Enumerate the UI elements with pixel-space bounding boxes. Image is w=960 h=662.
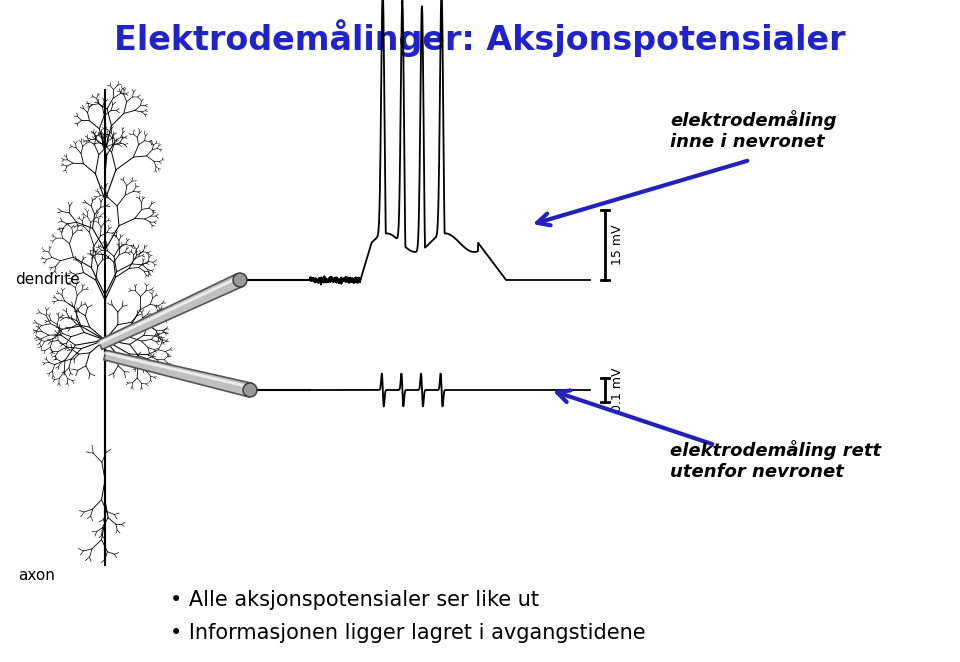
Text: Elektrodemålinger: Aksjonspotensialer: Elektrodemålinger: Aksjonspotensialer	[114, 19, 846, 57]
Text: dendrite: dendrite	[15, 273, 80, 287]
Text: • Alle aksjonspotensialer ser like ut: • Alle aksjonspotensialer ser like ut	[170, 590, 539, 610]
Text: 15 mV: 15 mV	[611, 225, 624, 265]
Text: elektrodemåling rett
utenfor nevronet: elektrodemåling rett utenfor nevronet	[670, 440, 881, 481]
Circle shape	[233, 273, 247, 287]
Text: axon: axon	[18, 567, 55, 583]
Circle shape	[243, 383, 257, 397]
Text: elektrodemåling
inne i nevronet: elektrodemåling inne i nevronet	[670, 110, 836, 151]
Polygon shape	[104, 350, 252, 397]
Polygon shape	[98, 273, 243, 350]
Text: 0.1 mV: 0.1 mV	[611, 368, 624, 412]
Text: • Informasjonen ligger lagret i avgangstidene: • Informasjonen ligger lagret i avgangst…	[170, 623, 646, 643]
